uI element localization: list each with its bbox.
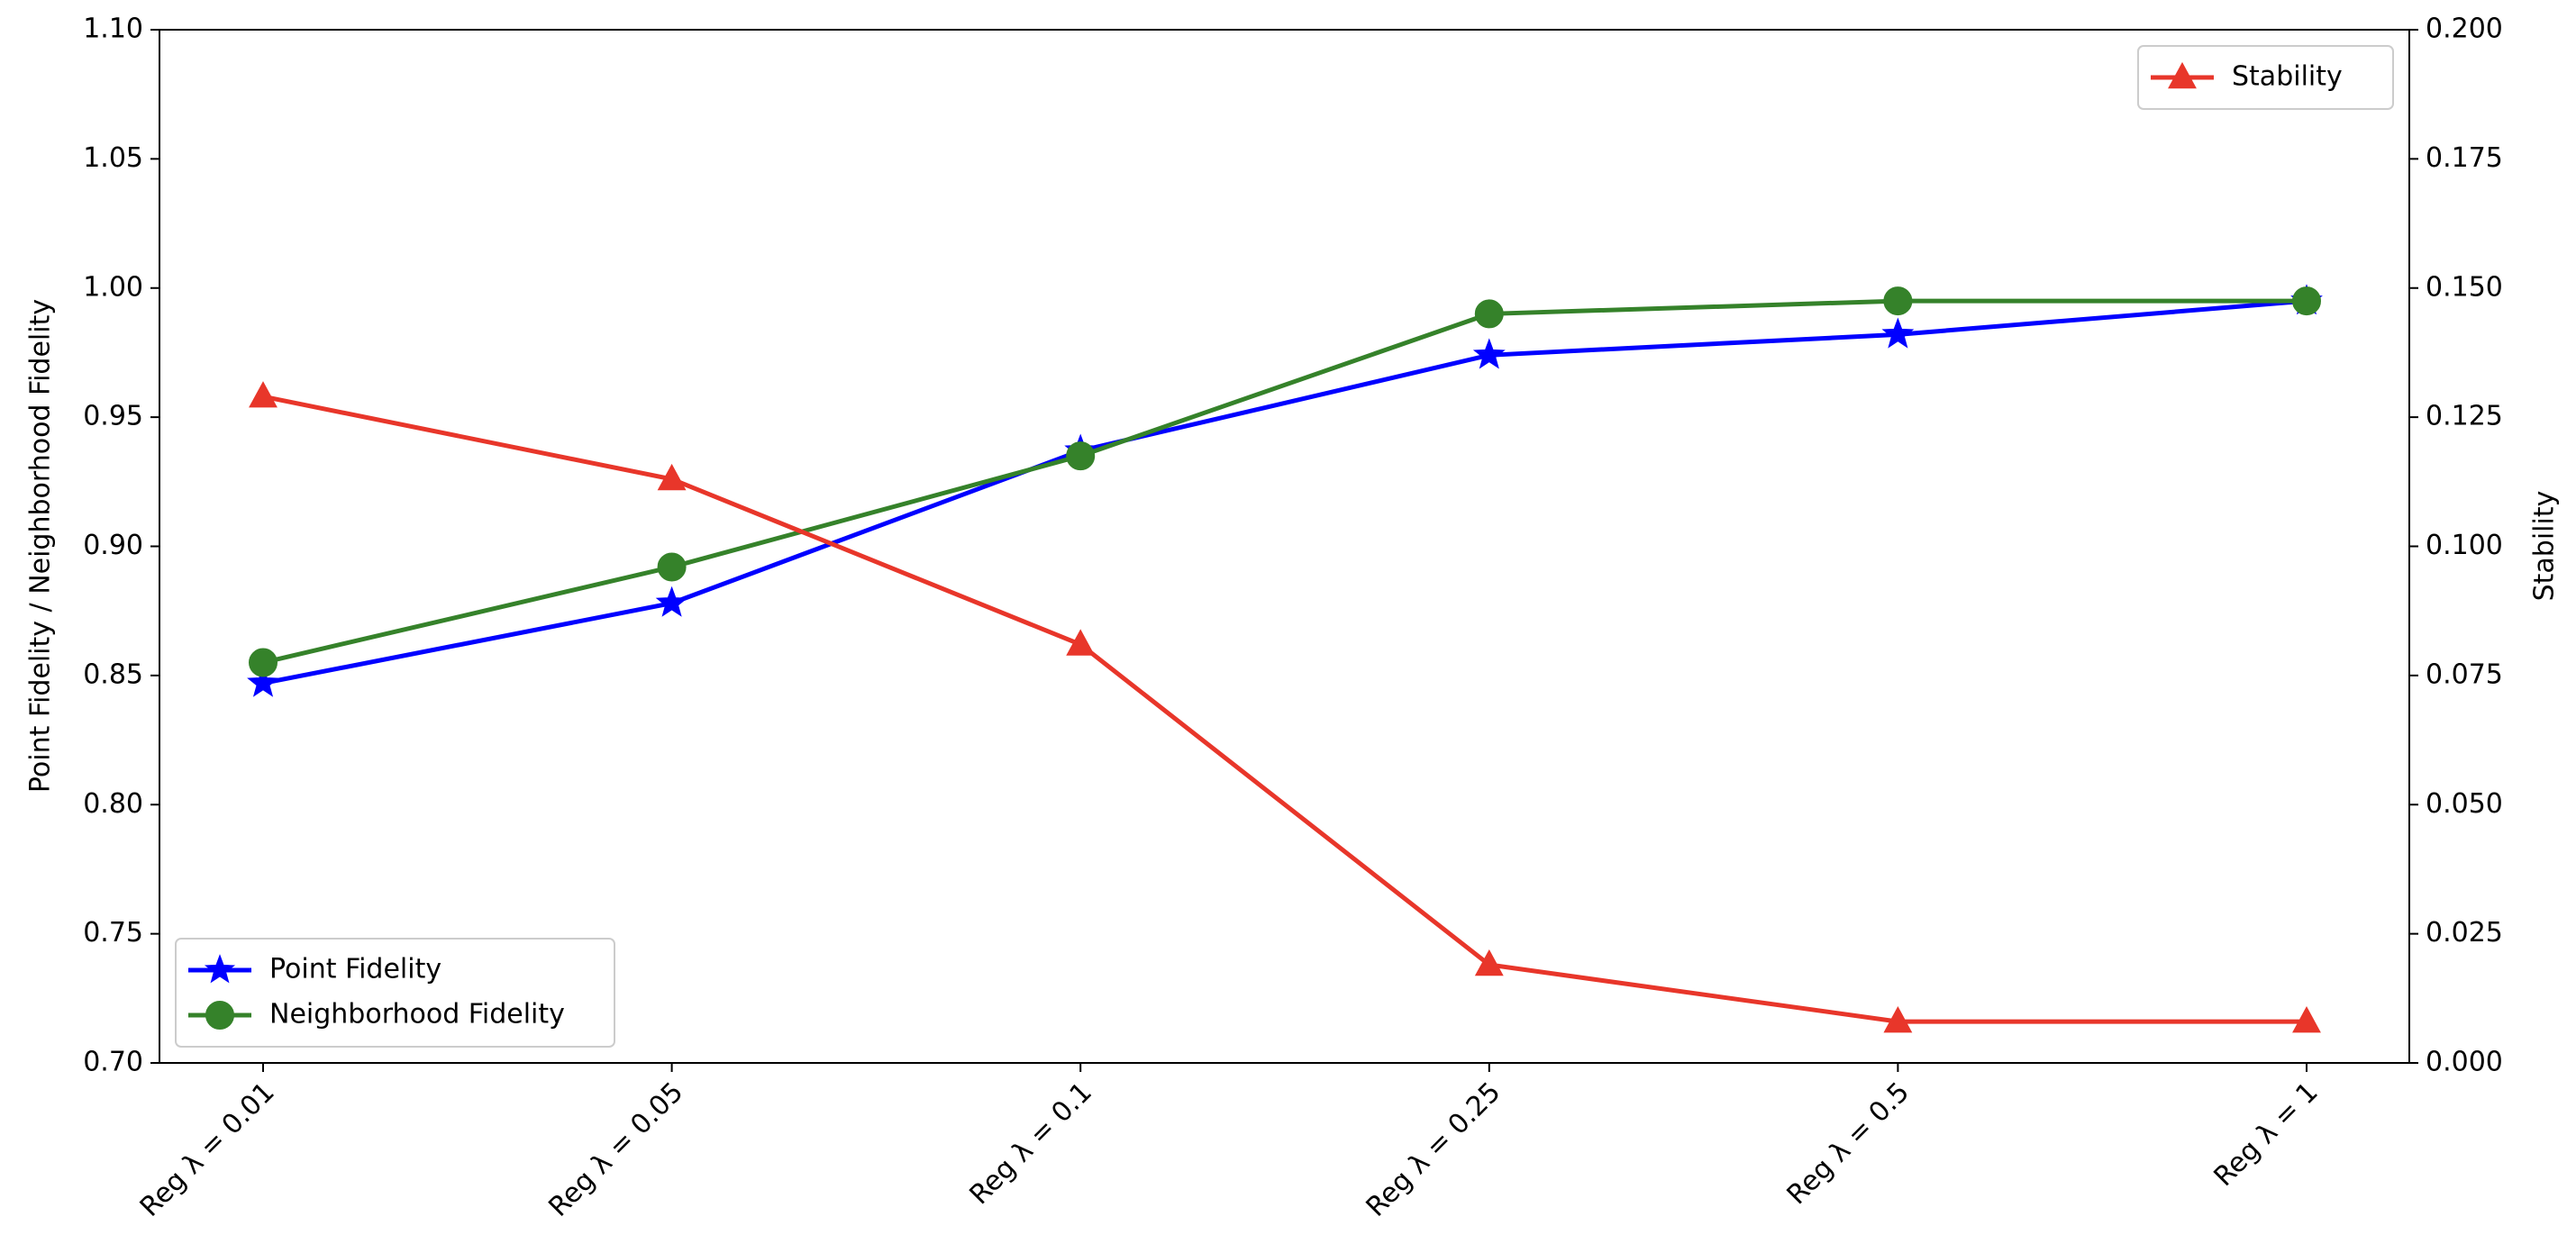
x-tick-label: Reg λ = 0.05	[542, 1076, 689, 1223]
legend: Point Fidelity Neighborhood Fidelity	[175, 938, 615, 1048]
marker	[1881, 317, 1915, 349]
marker	[247, 666, 279, 697]
x-tick-label: Reg λ = 0.01	[134, 1076, 281, 1223]
marker	[657, 463, 687, 491]
y-tick-label: 1.00	[83, 271, 143, 303]
x-tick-label: Reg λ = 0.25	[1361, 1076, 1507, 1223]
marker	[1474, 299, 1504, 329]
y2-tick-label: 0.200	[2426, 14, 2503, 45]
series-line	[262, 298, 2307, 686]
y2-tick-label: 0.100	[2426, 530, 2503, 561]
y-tick-label: 1.05	[83, 142, 143, 174]
marker	[2168, 61, 2197, 89]
marker	[1883, 1006, 1913, 1033]
plot-frame	[159, 29, 2410, 1064]
marker	[657, 552, 687, 582]
marker	[249, 648, 278, 677]
series-line	[262, 298, 2307, 665]
y2-tick-label: 0.150	[2426, 271, 2503, 303]
y-tick-label: 0.90	[83, 530, 143, 561]
marker	[204, 954, 236, 984]
legend-box	[2137, 45, 2394, 110]
y2-tick-label: 0.175	[2426, 142, 2503, 174]
y-tick-label: 0.75	[83, 917, 143, 949]
y-tick-label: 0.95	[83, 401, 143, 432]
marker	[1066, 629, 1096, 656]
marker	[1474, 949, 1504, 976]
marker	[2292, 1006, 2321, 1033]
x-tick-label: Reg λ = 0.1	[964, 1076, 1098, 1211]
y-axis-label: Point Fidelity / Neighborhood Fidelity	[25, 299, 57, 793]
y2-tick-label: 0.125	[2426, 401, 2503, 432]
legend-box	[175, 938, 615, 1048]
y2-axis-label: Stability	[2529, 491, 2561, 602]
marker	[1066, 441, 1096, 471]
marker	[249, 381, 278, 408]
marker	[1883, 286, 1913, 316]
legend-label: Stability	[2232, 61, 2343, 93]
y-tick-label: 1.10	[83, 14, 143, 45]
x-tick-label: Reg λ = 1	[2208, 1076, 2325, 1193]
marker	[655, 586, 688, 617]
y-tick-label: 0.80	[83, 788, 143, 820]
marker	[1472, 338, 1506, 369]
x-tick-label: Reg λ = 0.5	[1781, 1076, 1916, 1211]
legend: Stability	[2137, 45, 2394, 110]
y2-tick-label: 0.025	[2426, 917, 2503, 949]
y2-tick-label: 0.075	[2426, 658, 2503, 690]
y2-tick-label: 0.000	[2426, 1047, 2503, 1078]
y-tick-label: 0.85	[83, 658, 143, 690]
marker	[205, 1001, 234, 1030]
series-line	[262, 394, 2307, 1024]
y-tick-label: 0.70	[83, 1047, 143, 1078]
y2-tick-label: 0.050	[2426, 788, 2503, 820]
legend-label: Neighborhood Fidelity	[269, 999, 565, 1031]
marker	[2292, 286, 2321, 316]
legend-label: Point Fidelity	[269, 954, 441, 985]
